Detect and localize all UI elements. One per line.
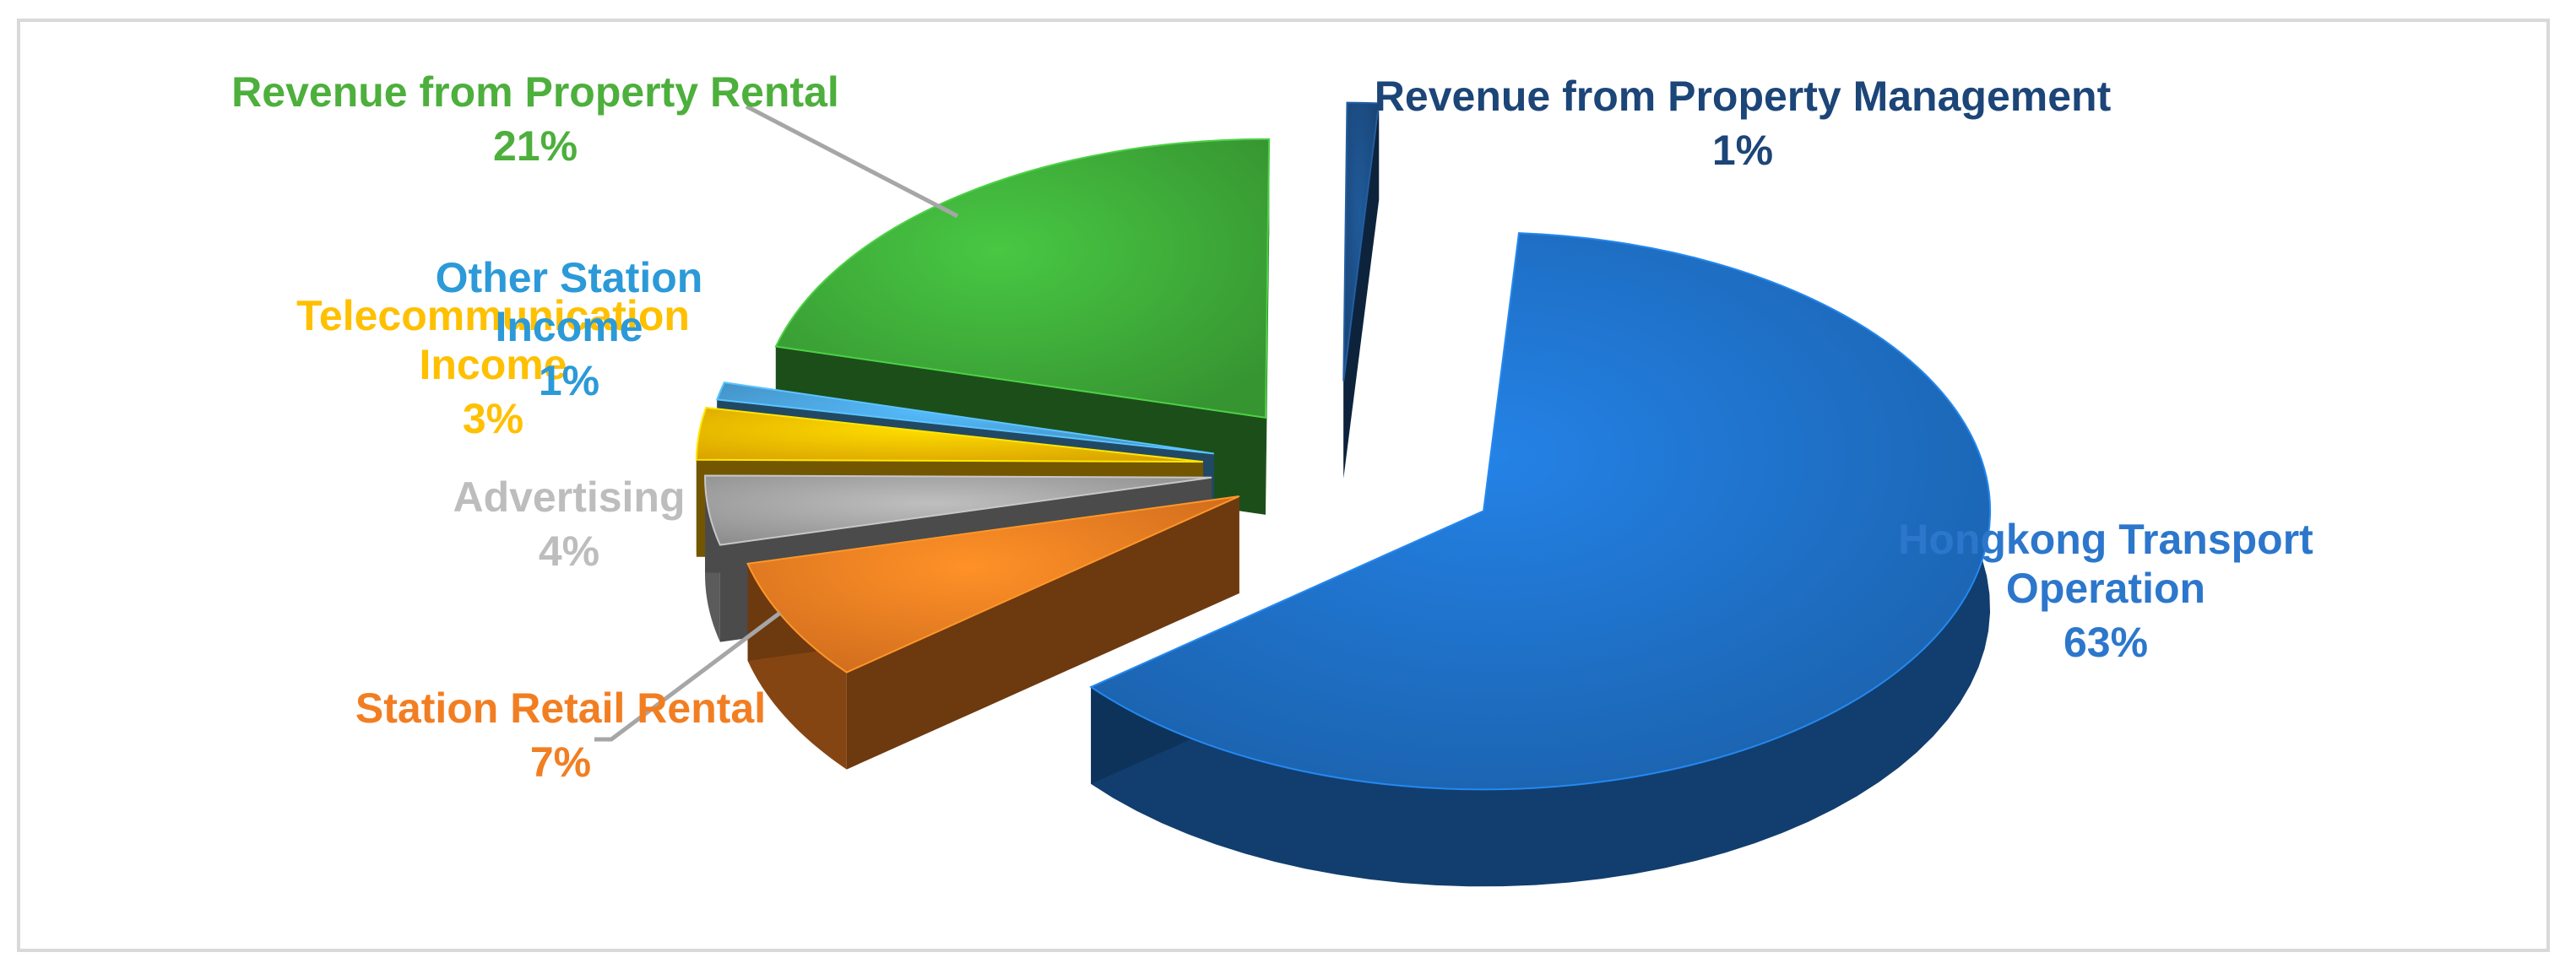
slice-hongkong-transport-operation bbox=[1089, 232, 1992, 887]
leader-lines bbox=[594, 104, 959, 742]
slice-revenue-from-property-management bbox=[1342, 101, 1380, 479]
slice-top-other-station-income bbox=[715, 381, 1214, 455]
data-label-name: Operation bbox=[2006, 565, 2205, 612]
data-label-value: 3% bbox=[463, 395, 523, 442]
data-label-value: 1% bbox=[1712, 127, 1773, 174]
slice-top-revenue-from-property-management bbox=[1342, 101, 1380, 381]
slice-side-hongkong-transport-operation bbox=[1091, 233, 1991, 887]
data-label-name: Telecommunication bbox=[296, 292, 690, 339]
data-label-value: 4% bbox=[539, 528, 599, 575]
data-label-value: 1% bbox=[539, 357, 599, 404]
slice-top-telecommunication-income bbox=[695, 406, 1203, 463]
slice-top-advertising bbox=[704, 474, 1212, 546]
label-revenue-from-property-rental: Revenue from Property Rental 21% bbox=[231, 68, 839, 170]
slice-station-retail-rental bbox=[746, 495, 1240, 770]
slice-wall-revenue-from-property-management-1 bbox=[1343, 103, 1380, 479]
leader-line-property-rental bbox=[745, 104, 959, 219]
leader-line-station-retail bbox=[594, 611, 782, 742]
chart-frame: Hongkong Transport Operation 63% Station Re… bbox=[17, 19, 2550, 952]
data-label-name: Station Retail Rental bbox=[355, 685, 766, 732]
data-label-name: Advertising bbox=[453, 473, 685, 521]
data-label-value: 63% bbox=[2064, 619, 2148, 666]
data-label-value: 21% bbox=[493, 122, 578, 170]
data-label-name: Revenue from Property Management bbox=[1375, 73, 2112, 120]
label-revenue-from-property-management: Revenue from Property Management 1% bbox=[1375, 73, 2112, 174]
data-label-name: Income bbox=[419, 341, 567, 388]
slice-top-hongkong-transport-operation bbox=[1089, 232, 1992, 791]
label-station-retail-rental: Station Retail Rental 7% bbox=[355, 685, 766, 786]
data-label-name: Other Station bbox=[436, 254, 703, 301]
data-label-value: 7% bbox=[530, 739, 591, 786]
slice-top-station-retail-rental bbox=[746, 495, 1240, 674]
data-label-name: Hongkong Transport bbox=[1898, 516, 2313, 563]
data-label-name: Income bbox=[495, 303, 643, 350]
label-advertising: Advertising 4% bbox=[453, 473, 685, 575]
slices-layer bbox=[695, 101, 1992, 887]
slice-top-revenue-from-property-rental bbox=[774, 138, 1271, 419]
data-label-name: Revenue from Property Rental bbox=[231, 68, 839, 116]
